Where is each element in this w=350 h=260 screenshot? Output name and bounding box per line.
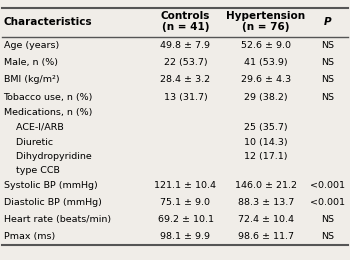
Text: 121.1 ± 10.4: 121.1 ± 10.4 xyxy=(154,181,217,190)
Text: Heart rate (beats/min): Heart rate (beats/min) xyxy=(4,215,111,224)
Text: 72.4 ± 10.4: 72.4 ± 10.4 xyxy=(238,215,294,224)
Text: Systolic BP (mmHg): Systolic BP (mmHg) xyxy=(4,181,97,190)
Text: P: P xyxy=(323,17,331,27)
Text: Diastolic BP (mmHg): Diastolic BP (mmHg) xyxy=(4,198,101,207)
Text: 29.6 ± 4.3: 29.6 ± 4.3 xyxy=(241,75,291,84)
Text: 52.6 ± 9.0: 52.6 ± 9.0 xyxy=(241,41,291,50)
Text: Tobacco use, n (%): Tobacco use, n (%) xyxy=(4,93,93,102)
Text: (n = 76): (n = 76) xyxy=(242,22,290,32)
Text: Controls: Controls xyxy=(161,11,210,21)
Text: Characteristics: Characteristics xyxy=(4,17,92,27)
Text: 13 (31.7): 13 (31.7) xyxy=(164,93,207,102)
Text: type CCB: type CCB xyxy=(10,166,60,175)
Text: NS: NS xyxy=(321,58,334,67)
Text: Diuretic: Diuretic xyxy=(10,138,54,147)
Text: 98.6 ± 11.7: 98.6 ± 11.7 xyxy=(238,232,294,241)
Text: Male, n (%): Male, n (%) xyxy=(4,58,57,67)
Text: 22 (53.7): 22 (53.7) xyxy=(164,58,207,67)
Text: 12 (17.1): 12 (17.1) xyxy=(244,152,288,161)
Text: 146.0 ± 21.2: 146.0 ± 21.2 xyxy=(235,181,297,190)
Text: BMI (kg/m²): BMI (kg/m²) xyxy=(4,75,59,84)
Text: <0.001: <0.001 xyxy=(310,198,345,207)
Text: NS: NS xyxy=(321,75,334,84)
Text: ACE-I/ARB: ACE-I/ARB xyxy=(10,123,64,132)
Text: Hypertension: Hypertension xyxy=(226,11,306,21)
Text: NS: NS xyxy=(321,215,334,224)
Text: 88.3 ± 13.7: 88.3 ± 13.7 xyxy=(238,198,294,207)
Text: 41 (53.9): 41 (53.9) xyxy=(244,58,288,67)
Text: NS: NS xyxy=(321,93,334,102)
Text: 49.8 ± 7.9: 49.8 ± 7.9 xyxy=(161,41,210,50)
Text: 98.1 ± 9.9: 98.1 ± 9.9 xyxy=(161,232,210,241)
Text: Medications, n (%): Medications, n (%) xyxy=(4,108,92,118)
Text: <0.001: <0.001 xyxy=(310,181,345,190)
Text: Age (years): Age (years) xyxy=(4,41,59,50)
Text: NS: NS xyxy=(321,232,334,241)
Text: Dihydropyridine: Dihydropyridine xyxy=(10,152,92,161)
Text: 28.4 ± 3.2: 28.4 ± 3.2 xyxy=(160,75,211,84)
Text: (n = 41): (n = 41) xyxy=(162,22,209,32)
Text: NS: NS xyxy=(321,41,334,50)
Text: 29 (38.2): 29 (38.2) xyxy=(244,93,288,102)
Text: 10 (14.3): 10 (14.3) xyxy=(244,138,288,147)
Text: Pmax (ms): Pmax (ms) xyxy=(4,232,55,241)
Text: 75.1 ± 9.0: 75.1 ± 9.0 xyxy=(161,198,210,207)
Text: 25 (35.7): 25 (35.7) xyxy=(244,123,288,132)
Text: 69.2 ± 10.1: 69.2 ± 10.1 xyxy=(158,215,214,224)
